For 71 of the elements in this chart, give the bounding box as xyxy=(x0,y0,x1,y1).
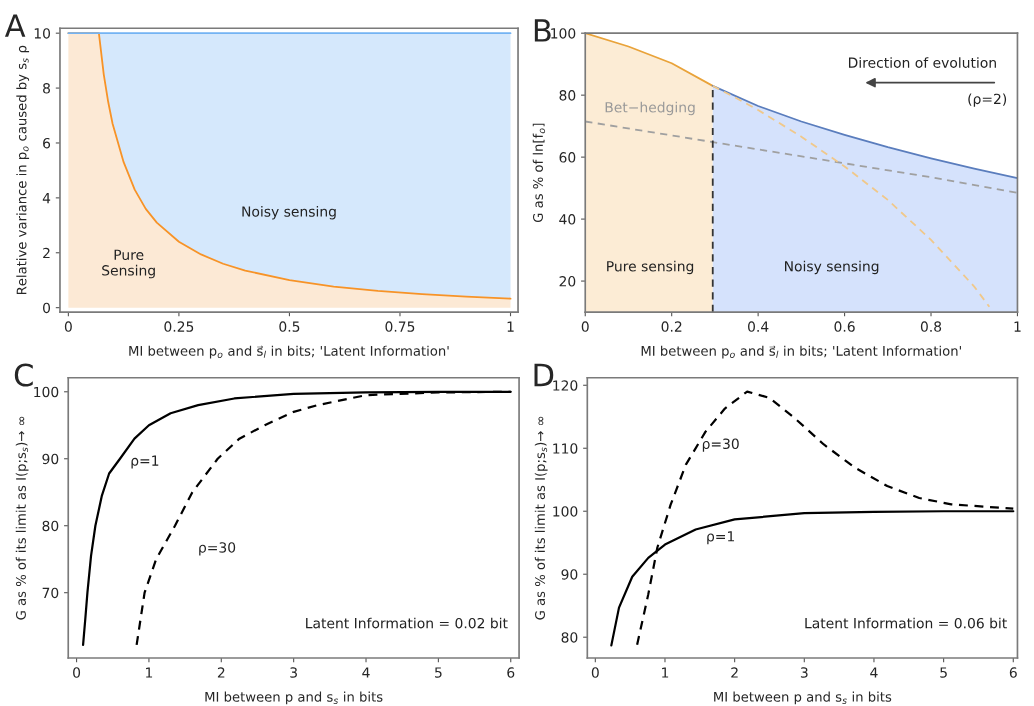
y-tick-label: 20 xyxy=(559,276,576,287)
y-axis-title: Relative variance in p$_{o}$ caused by s$_{s}$ ρ xyxy=(16,45,30,295)
y-tick-label: 4 xyxy=(42,193,51,204)
annotation: Bet−hedging xyxy=(605,101,695,116)
y-axis-title: G as % of ln[f$_{o}$] xyxy=(532,123,546,223)
annotation: Noisy sensing xyxy=(242,206,336,220)
x-tick-label: 0.8 xyxy=(920,321,942,332)
annotation: (ρ=2) xyxy=(968,93,1007,107)
y-tick-label: 80 xyxy=(561,632,578,643)
y-tick-label: 110 xyxy=(553,443,578,454)
chart-title: B xyxy=(534,19,551,42)
x-tick-label: 6 xyxy=(1009,667,1017,678)
y-tick-label: 8 xyxy=(43,83,50,94)
y-axis-title: G as % of its limit as I(p;s$_{s}$)→ ∞ xyxy=(534,416,548,620)
x-tick-label: 0 xyxy=(591,667,599,678)
x-tick-label: 3 xyxy=(800,667,808,678)
line-series xyxy=(585,120,1018,194)
y-tick-label: 2 xyxy=(43,247,50,259)
x-tick-label: 0.75 xyxy=(385,321,415,332)
x-tick-label: 0 xyxy=(581,321,589,332)
x-tick-label: 0.4 xyxy=(748,321,769,332)
annotation: Direction of evolution xyxy=(848,57,996,68)
y-axis-title: G as % of its limit as I(p;s$_{s}$)→ ∞ xyxy=(15,416,29,620)
annotation: Latent Information = 0.06 bit xyxy=(805,617,1007,629)
y-tick-label: 6 xyxy=(43,137,51,149)
y-tick-label: 0 xyxy=(43,302,51,314)
annotation: ρ=1 xyxy=(131,455,159,469)
x-axis-title: MI between p and s$_{s}$ in bits xyxy=(714,691,892,705)
chart-title: A xyxy=(4,14,26,37)
y-tick-label: 100 xyxy=(553,506,578,517)
y-tick-label: 10 xyxy=(34,28,51,39)
x-tick-label: 1 xyxy=(662,667,669,678)
x-tick-label: 1 xyxy=(1014,321,1021,332)
x-axis-title: MI between p and s$_{s}$ in bits xyxy=(205,691,383,705)
x-tick-label: 2 xyxy=(217,667,225,678)
y-tick-label: 90 xyxy=(42,453,59,465)
x-tick-label: 1 xyxy=(507,321,514,332)
x-tick-label: 0.6 xyxy=(834,321,855,332)
annotation: Noisy sensing xyxy=(785,260,879,275)
x-tick-label: 0.5 xyxy=(279,321,300,332)
annotation: Latent Information = 0.02 bit xyxy=(306,617,508,629)
x-tick-label: 4 xyxy=(362,667,370,678)
y-tick-label: 90 xyxy=(561,569,578,580)
chart-title: D xyxy=(534,363,554,387)
y-tick-label: 80 xyxy=(42,520,59,532)
y-tick-label: 80 xyxy=(559,90,576,101)
y-tick-label: 100 xyxy=(34,386,59,398)
annotation: ρ=30 xyxy=(199,542,236,556)
annotation: ρ=30 xyxy=(702,438,739,452)
annotation: ρ=1 xyxy=(707,531,735,545)
x-tick-label: 0.2 xyxy=(661,321,682,332)
x-tick-label: 0 xyxy=(73,667,81,678)
y-tick-label: 40 xyxy=(559,214,576,225)
x-axis-title: MI between p$_{o}$ and s⃗$_{l}$ in bits; 'Latent Information' xyxy=(129,345,449,359)
chart-title: C xyxy=(14,363,33,387)
annotation: Pure Sensing xyxy=(102,249,155,279)
x-tick-label: 2 xyxy=(731,667,738,678)
y-tick-label: 60 xyxy=(559,152,576,163)
y-tick-label: 100 xyxy=(551,28,576,39)
x-axis-title: MI between p$_{o}$ and s⃗$_{l}$ in bits; 'Latent Information' xyxy=(641,345,961,359)
x-tick-label: 3 xyxy=(290,667,297,678)
y-tick-label: 70 xyxy=(42,587,59,599)
y-tick-label: 120 xyxy=(553,380,578,391)
x-tick-label: 5 xyxy=(435,667,442,678)
x-tick-label: 1 xyxy=(146,667,153,678)
x-tick-label: 5 xyxy=(940,667,947,678)
x-tick-label: 0 xyxy=(64,321,72,332)
annotation: Pure sensing xyxy=(607,260,694,275)
x-tick-label: 4 xyxy=(870,667,878,678)
x-tick-label: 0.25 xyxy=(164,321,194,332)
x-tick-label: 6 xyxy=(507,667,515,678)
